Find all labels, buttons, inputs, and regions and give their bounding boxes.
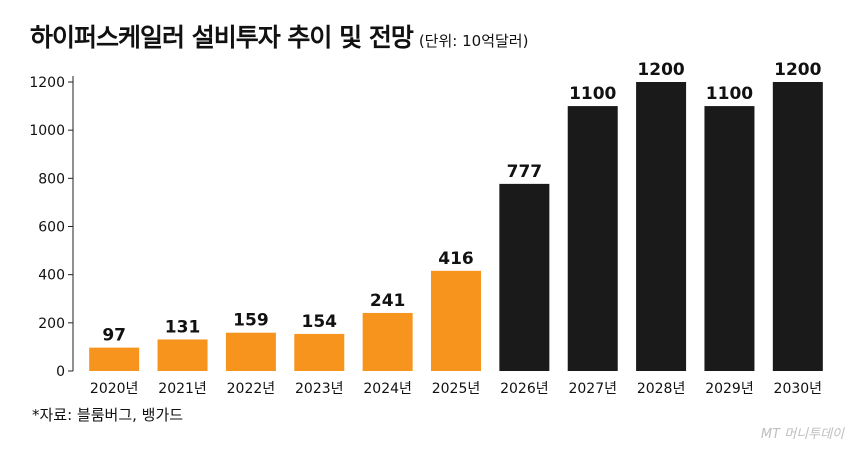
x-tick-label: 2024년 bbox=[363, 381, 412, 397]
bar-2029년 bbox=[704, 106, 755, 371]
y-tick-label: 200 bbox=[38, 316, 65, 332]
chart-title-text: 하이퍼스케일러 설비투자 추이 및 전망 bbox=[30, 23, 414, 52]
data-label: 416 bbox=[438, 249, 474, 269]
data-label: 159 bbox=[233, 311, 269, 331]
data-label: 241 bbox=[370, 291, 406, 311]
x-tick-label: 2029년 bbox=[705, 381, 754, 397]
data-label: 154 bbox=[302, 312, 338, 332]
bar-2025년 bbox=[431, 270, 481, 371]
y-tick-label: 400 bbox=[38, 268, 65, 284]
data-label: 1200 bbox=[774, 60, 821, 80]
bar-2026년 bbox=[499, 183, 550, 371]
bar-2020년 bbox=[89, 347, 140, 371]
bar-2021년 bbox=[157, 339, 208, 371]
bar-2022년 bbox=[225, 332, 276, 371]
source-note: *자료: 블룸버그, 뱅가드 bbox=[32, 406, 184, 424]
y-tick-label: 1000 bbox=[29, 123, 65, 139]
data-label: 97 bbox=[102, 326, 126, 346]
y-tick-label: 800 bbox=[38, 171, 65, 187]
bar-2023년 bbox=[294, 333, 345, 371]
x-tick-label: 2026년 bbox=[500, 381, 549, 397]
x-tick-label: 2020년 bbox=[90, 381, 139, 397]
chart-title: 하이퍼스케일러 설비투자 추이 및 전망 (단위: 10억달러) bbox=[30, 18, 528, 54]
x-tick-label: 2028년 bbox=[637, 381, 686, 397]
bar-2024년 bbox=[362, 312, 413, 371]
x-tick-label: 2021년 bbox=[158, 381, 207, 397]
data-label: 1100 bbox=[569, 84, 616, 104]
x-tick-label: 2022년 bbox=[227, 381, 276, 397]
publisher-watermark: MT 머니투데이 bbox=[760, 427, 844, 442]
data-label: 777 bbox=[507, 162, 543, 182]
y-tick-label: 0 bbox=[56, 364, 65, 380]
data-label: 1100 bbox=[706, 84, 753, 104]
bar-2030년 bbox=[772, 82, 823, 371]
x-tick-label: 2030년 bbox=[774, 381, 823, 397]
x-tick-label: 2027년 bbox=[568, 381, 617, 397]
x-tick-label: 2025년 bbox=[432, 381, 481, 397]
bar-2027년 bbox=[567, 106, 618, 371]
x-tick-label: 2023년 bbox=[295, 381, 344, 397]
y-tick-label: 1200 bbox=[29, 75, 65, 91]
data-label: 131 bbox=[165, 317, 201, 337]
y-tick-label: 600 bbox=[38, 220, 65, 236]
unit-label: (단위: 10억달러) bbox=[418, 32, 529, 50]
data-label: 1200 bbox=[637, 60, 684, 80]
bar-2028년 bbox=[636, 82, 687, 371]
